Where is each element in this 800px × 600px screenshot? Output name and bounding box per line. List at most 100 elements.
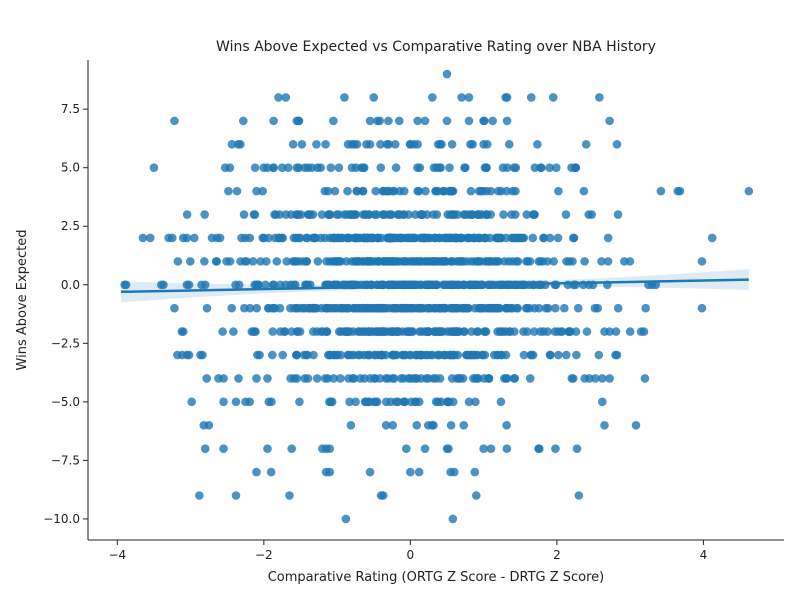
data-point — [391, 303, 400, 313]
data-point — [445, 163, 454, 173]
data-point — [269, 116, 278, 126]
data-point — [359, 163, 368, 173]
data-point — [408, 257, 417, 266]
data-point — [252, 186, 261, 196]
data-point — [268, 303, 277, 313]
data-point — [328, 257, 338, 266]
data-point — [459, 210, 469, 219]
data-point — [464, 397, 474, 407]
data-point — [391, 397, 401, 407]
data-point — [173, 257, 183, 266]
data-point — [675, 186, 685, 196]
data-point — [320, 186, 330, 196]
data-point — [448, 397, 458, 407]
data-point — [310, 233, 320, 243]
data-point — [232, 186, 242, 196]
data-point — [471, 491, 481, 500]
data-point — [498, 163, 508, 173]
data-point — [474, 186, 484, 196]
data-point — [329, 374, 339, 383]
data-point — [170, 116, 179, 126]
x-ticks: −4 −2 0 2 4 — [108, 540, 707, 562]
data-point — [595, 93, 604, 102]
data-point — [464, 233, 474, 243]
data-point — [479, 116, 489, 126]
x-tick-label: −4 — [108, 548, 126, 562]
data-point — [420, 444, 430, 453]
data-point — [200, 210, 209, 219]
data-point — [363, 233, 373, 243]
data-point — [276, 327, 285, 336]
data-point — [320, 233, 330, 243]
data-point — [525, 374, 535, 383]
data-point — [285, 491, 294, 500]
data-point — [446, 420, 456, 430]
data-point — [404, 327, 414, 336]
data-point — [502, 186, 511, 196]
data-point — [231, 397, 241, 407]
data-point — [414, 467, 424, 477]
data-point — [429, 420, 438, 430]
data-point — [446, 233, 456, 243]
data-point — [446, 350, 456, 360]
data-point — [528, 210, 538, 219]
data-point — [358, 210, 368, 219]
data-point — [268, 327, 278, 336]
data-point — [420, 233, 430, 243]
data-point — [182, 210, 192, 219]
data-point — [413, 116, 422, 126]
data-point — [184, 280, 194, 290]
data-point — [274, 93, 283, 102]
data-point — [316, 163, 325, 173]
data-point — [267, 397, 276, 407]
data-point — [212, 233, 222, 243]
data-point — [448, 514, 458, 524]
data-point — [327, 397, 337, 407]
data-point — [287, 327, 296, 336]
data-point — [219, 397, 228, 407]
data-point — [447, 139, 457, 149]
data-point — [528, 350, 538, 360]
data-point — [198, 350, 207, 360]
data-point — [283, 163, 293, 173]
data-point — [200, 444, 210, 453]
data-point — [539, 233, 548, 243]
data-point — [459, 420, 469, 430]
data-point — [493, 186, 503, 196]
data-point — [344, 350, 353, 360]
data-point — [415, 350, 425, 360]
data-point — [496, 397, 506, 407]
data-point — [428, 93, 437, 102]
data-point — [252, 374, 261, 383]
regression-line-layer — [120, 278, 749, 294]
data-point — [258, 186, 267, 196]
data-point — [473, 210, 483, 219]
data-point — [537, 163, 546, 173]
data-point — [138, 233, 148, 243]
data-point — [437, 303, 447, 313]
data-point — [322, 303, 331, 313]
data-point — [605, 374, 614, 383]
data-point — [349, 139, 359, 149]
data-point — [342, 257, 351, 266]
data-point — [248, 257, 258, 266]
data-point — [200, 280, 210, 290]
data-point — [641, 303, 650, 313]
data-point — [611, 327, 621, 336]
data-point — [186, 257, 195, 266]
data-point — [442, 69, 452, 79]
data-point — [538, 257, 547, 266]
data-point — [526, 93, 536, 102]
data-point — [270, 233, 280, 243]
data-point — [437, 139, 446, 149]
data-point — [574, 491, 584, 500]
data-point — [378, 491, 388, 500]
data-point — [562, 257, 571, 266]
data-point — [545, 233, 555, 243]
data-point — [247, 327, 257, 336]
data-point — [379, 210, 388, 219]
y-tick-label: 7.5 — [61, 102, 80, 116]
data-point — [334, 163, 344, 173]
data-point — [308, 327, 318, 336]
data-point — [333, 350, 342, 360]
